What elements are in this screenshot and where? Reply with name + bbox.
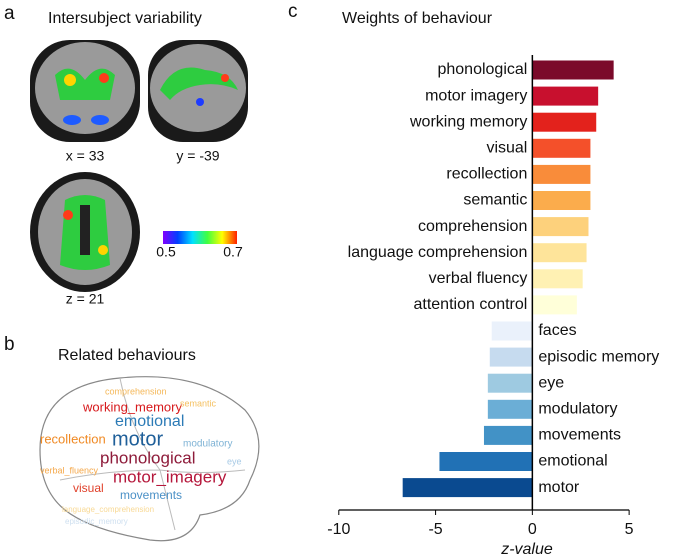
bar xyxy=(439,452,533,471)
chart-title: Weights of behaviour xyxy=(342,10,493,27)
colorbar-label: 0.5 xyxy=(156,244,176,260)
category-label: working memory xyxy=(409,113,527,130)
bar xyxy=(532,164,591,184)
panel-label: c xyxy=(288,1,298,22)
word: motor xyxy=(112,428,163,450)
word: emotional xyxy=(115,413,184,430)
colorbar-label: 0.7 xyxy=(223,244,243,260)
x-tick-label: 0 xyxy=(528,521,537,538)
bar xyxy=(532,191,591,210)
word: recollection xyxy=(40,431,106,446)
word: visual xyxy=(73,481,104,495)
bar xyxy=(532,60,614,80)
bar xyxy=(489,347,533,367)
word: episodic_memory xyxy=(65,517,128,526)
bar xyxy=(483,425,533,445)
bar xyxy=(487,399,533,419)
category-label: emotional xyxy=(538,453,607,470)
panel-title: Related behaviours xyxy=(58,347,196,364)
category-label: modulatory xyxy=(538,401,617,418)
word: motor_imagery xyxy=(113,467,227,486)
slice-label: y = -39 xyxy=(176,148,219,164)
bar-chart: c Weights of behaviour z-value phonologi… xyxy=(288,1,659,558)
bar xyxy=(402,478,533,498)
bar xyxy=(532,243,587,263)
word: comprehension xyxy=(105,386,167,396)
word: semantic xyxy=(180,398,217,408)
brain-sulci xyxy=(59,377,246,531)
word: eye xyxy=(227,456,242,466)
bar xyxy=(491,321,533,341)
category-label: episodic memory xyxy=(538,348,659,365)
x-tick-label: -5 xyxy=(428,521,442,538)
category-label: movements xyxy=(538,427,621,444)
slice-label: z = 21 xyxy=(66,291,105,307)
word: working_memory xyxy=(82,399,182,414)
category-label: verbal fluency xyxy=(429,270,528,287)
panel-title: Intersubject variability xyxy=(48,10,202,27)
word: verbal_fluency xyxy=(40,465,99,475)
bar xyxy=(532,269,583,289)
bar xyxy=(532,295,577,315)
panel-label: b xyxy=(4,334,15,355)
word: movements xyxy=(120,488,182,502)
category-label: semantic xyxy=(463,192,527,209)
bar xyxy=(532,86,599,106)
category-label: language comprehension xyxy=(348,244,528,261)
category-label: recollection xyxy=(446,166,527,183)
category-label: visual xyxy=(486,140,527,157)
category-label: eye xyxy=(538,374,564,391)
x-tick-label: -10 xyxy=(327,521,350,538)
brain-coronal xyxy=(30,40,140,142)
category-label: attention control xyxy=(413,296,527,313)
bar xyxy=(487,373,533,393)
bar xyxy=(532,138,591,158)
x-tick-label: 5 xyxy=(625,521,634,538)
x-axis-label: z-value xyxy=(500,541,553,558)
brain-axial xyxy=(30,172,140,292)
brain-sagittal xyxy=(148,40,248,142)
category-label: motor imagery xyxy=(425,87,527,104)
word: language_comprehension xyxy=(62,505,154,514)
category-label: faces xyxy=(538,322,576,339)
bar xyxy=(532,112,597,132)
category-label: comprehension xyxy=(418,218,527,235)
colorbar xyxy=(163,231,237,244)
panel-label: a xyxy=(4,3,15,24)
slice-label: x = 33 xyxy=(66,148,105,164)
category-label: phonological xyxy=(437,61,527,78)
word: modulatory xyxy=(183,439,232,450)
bar xyxy=(532,217,589,237)
category-label: motor xyxy=(538,479,580,496)
word: phonological xyxy=(100,448,195,467)
